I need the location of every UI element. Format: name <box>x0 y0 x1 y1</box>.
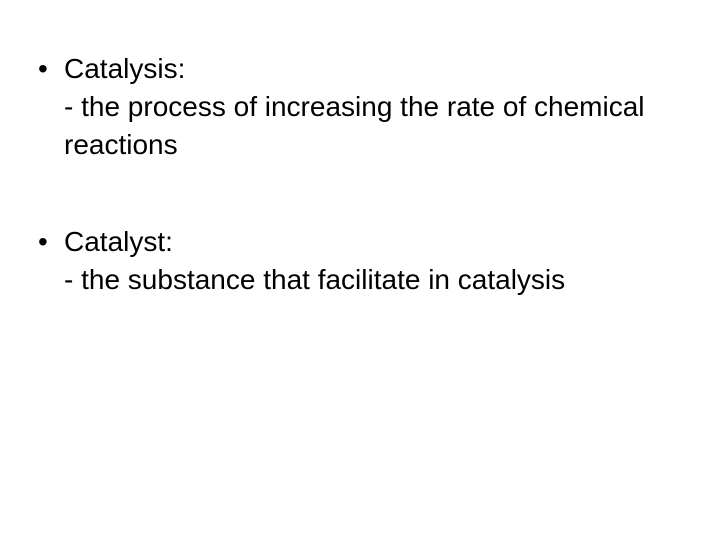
list-item: Catalyst: - the substance that facilitat… <box>30 223 690 299</box>
definition-text: - the process of increasing the rate of … <box>64 88 690 164</box>
slide: Catalysis: - the process of increasing t… <box>0 0 720 540</box>
term-text: Catalyst: <box>64 223 690 261</box>
list-item: Catalysis: - the process of increasing t… <box>30 50 690 163</box>
definition-text: - the substance that facilitate in catal… <box>64 261 690 299</box>
bullet-list: Catalysis: - the process of increasing t… <box>30 50 690 299</box>
term-text: Catalysis: <box>64 50 690 88</box>
